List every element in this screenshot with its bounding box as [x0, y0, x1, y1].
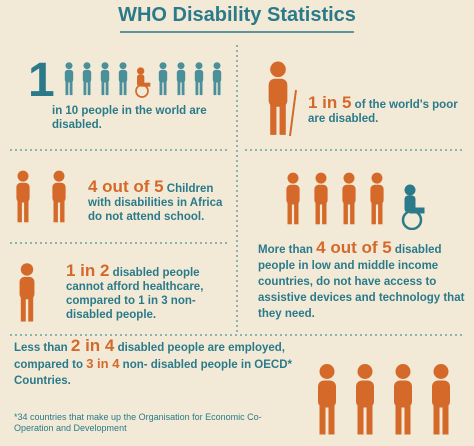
- stat: 1 in 5 of the world's poor are disabled.: [308, 93, 468, 126]
- footnote: *34 countries that make up the Organisat…: [14, 412, 262, 433]
- highlight: 1 in 5: [308, 93, 352, 112]
- children-icons: [16, 170, 66, 223]
- stat-text: Less than: [14, 342, 68, 354]
- highlight: 4 out of 5: [88, 177, 164, 196]
- person-icon: [268, 61, 288, 135]
- stat-text: disabled people are employed, compared t…: [14, 342, 286, 371]
- stat: Less than 2 in 4 disabled people are emp…: [14, 336, 314, 389]
- stat: 1 in 2 disabled people cannot afford hea…: [66, 261, 231, 322]
- big-number: 1: [28, 54, 55, 107]
- person-icon: [19, 263, 35, 322]
- highlight: 1 in 2: [66, 261, 110, 280]
- people-row: [64, 62, 222, 98]
- stat-text: in 10 people in the world are disabled.: [52, 105, 207, 131]
- workers-icons: [318, 364, 450, 435]
- stat-text: More than: [258, 244, 313, 256]
- people-icons: [286, 172, 426, 230]
- stat-text: disabled people cannot afford healthcare…: [66, 267, 204, 321]
- highlight: 4 out of 5: [316, 238, 392, 257]
- cane: [289, 89, 297, 137]
- title: WHO Disability Statistics: [118, 4, 356, 26]
- stat-text: of the world's poor are disabled.: [308, 99, 458, 125]
- stat-text: disabled people in low and middle income…: [258, 244, 465, 320]
- stat: 4 out of 5 Children with disabilities in…: [88, 177, 233, 224]
- highlight: 3 in 4: [86, 356, 120, 371]
- highlight: 2 in 4: [70, 336, 115, 355]
- stat-text: non- disabled people in OECD* Countries.: [14, 359, 292, 387]
- stat-text: Children with disabilities in Africa do …: [88, 183, 223, 223]
- stat: More than 4 out of 5 disabled people in …: [258, 238, 470, 322]
